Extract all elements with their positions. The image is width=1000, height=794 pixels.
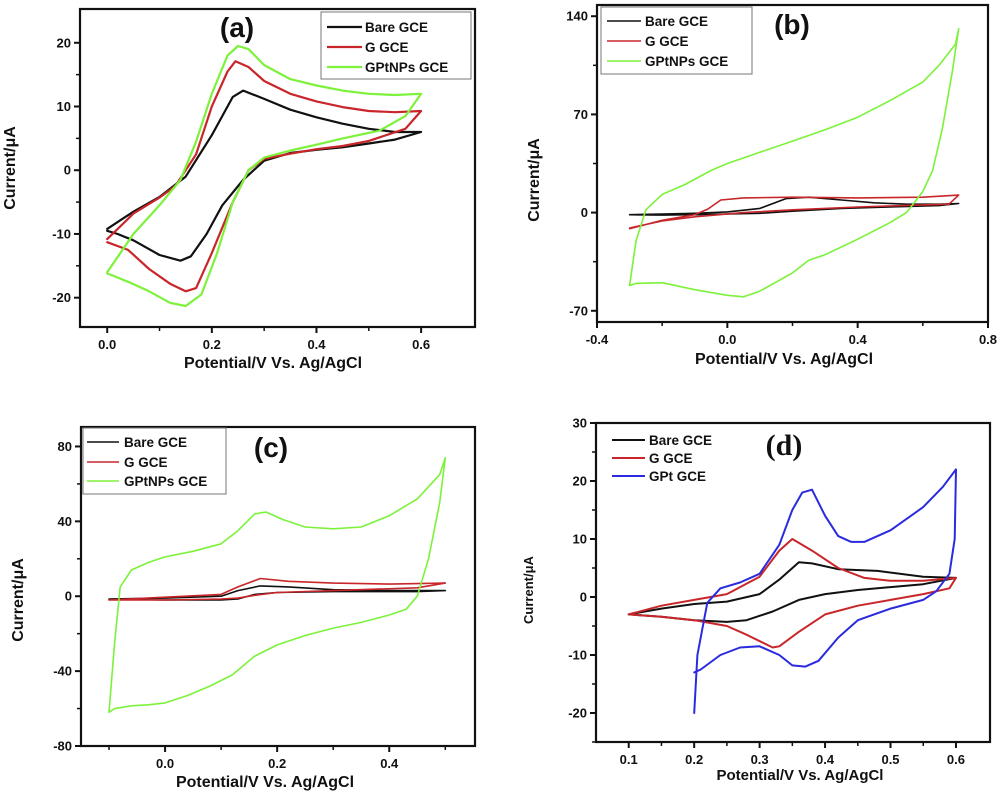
panel-b-legend-label-gptnps: GPtNPs GCE (645, 54, 728, 69)
panel-b-legend-label-g: G GCE (645, 34, 689, 49)
panel-b: -0.4 0.0 0.4 0.8 140 70 0 -70 (b) Bare GCE G GC… (526, 3, 997, 368)
panel-d-x-tick-label: 0.1 (620, 752, 638, 767)
panel-c-y-axis-title: Current/μA (10, 558, 27, 642)
panel-a-y-tick-label: 20 (57, 35, 71, 50)
panel-a-curves (106, 44, 423, 308)
panel-c: 0.0 0.2 0.4 80 40 0 -40 -80 (c) Bare GCE G GCE … (10, 425, 477, 791)
panel-d: 0.1 0.2 0.3 0.4 0.5 0.6 30 20 10 0 -10 -20 (d) Bare… (521, 416, 992, 784)
panel-a-legend-label-bare: Bare GCE (365, 20, 428, 35)
panel-a-y-tick-label: 10 (57, 99, 71, 114)
panel-c-x-tick-label: 0.4 (380, 756, 399, 771)
panel-d-ticks: 0.1 0.2 0.3 0.4 0.5 0.6 30 20 10 0 -10 -20 (568, 416, 965, 768)
panel-d-y-tick-label: 0 (580, 590, 587, 605)
panel-b-ticks: -0.4 0.0 0.4 0.8 140 70 0 -70 (566, 9, 997, 347)
panel-a-series-g-gce (106, 60, 423, 293)
panel-b-x-axis-title: Potential/V Vs. Ag/AgCl (695, 351, 873, 368)
panel-a-legend-label-g: G GCE (365, 40, 409, 55)
panel-b-y-tick-label: 70 (574, 107, 588, 122)
panel-d-curves (627, 468, 957, 714)
panel-d-y-tick-label: 10 (573, 532, 587, 547)
panel-d-y-tick-label: 20 (573, 474, 587, 489)
panel-c-y-tick-label: 80 (58, 439, 72, 454)
panel-a-y-axis-title: Current/μA (2, 126, 19, 210)
panel-a-y-tick-label: -20 (52, 290, 71, 305)
panel-d-plot-frame (594, 421, 992, 744)
panel-c-y-tick-label: 40 (58, 514, 72, 529)
panel-c-tag: (c) (254, 432, 288, 463)
panel-a: 0.0 0.2 0.4 0.6 20 10 0 -10 -20 (a) Bare GCE G G… (2, 7, 477, 372)
panel-a-legend-label-gptnps: GPtNPs GCE (365, 60, 448, 75)
panel-d-legend: Bare GCE G GCE GPt GCE (612, 433, 712, 484)
panel-c-legend-label-gptnps: GPtNPs GCE (124, 474, 207, 489)
panel-d-x-tick-label: 0.4 (816, 752, 835, 767)
panel-d-y-tick-label: -10 (568, 648, 587, 663)
panel-d-y-tick-label: -20 (568, 706, 587, 721)
panel-a-series-bare-gce (106, 89, 423, 262)
panel-b-x-tick-label: -0.4 (586, 332, 609, 347)
panel-b-y-axis-title: Current/μA (526, 138, 543, 222)
panel-c-series-gptnps-gce (108, 456, 447, 714)
panel-b-series-g-gce (628, 194, 960, 230)
panel-c-x-axis-title: Potential/V Vs. Ag/AgCl (176, 774, 354, 791)
panel-c-y-tick-label: -80 (53, 739, 72, 754)
panel-b-tag: (b) (774, 9, 810, 40)
panel-d-y-tick-label: 30 (573, 416, 587, 431)
panel-c-y-tick-label: 0 (65, 589, 72, 604)
panel-a-x-axis-title: Potential/V Vs. Ag/AgCl (184, 355, 362, 372)
panel-d-x-tick-label: 0.6 (947, 752, 965, 767)
panel-a-y-tick-label: 0 (64, 163, 71, 178)
panel-b-y-tick-label: -70 (569, 303, 588, 318)
panel-d-tag: (d) (766, 429, 803, 462)
panel-d-x-axis-title: Potential/V Vs. Ag/AgCl (717, 767, 884, 784)
panel-d-series-g-gce (627, 538, 957, 649)
panel-a-x-tick-label: 0.2 (203, 337, 221, 352)
panel-a-x-tick-label: 0.0 (98, 337, 116, 352)
panel-c-x-tick-label: 0.0 (156, 756, 174, 771)
panel-b-curves (628, 28, 960, 298)
panel-a-x-tick-label: 0.4 (307, 337, 326, 352)
panel-a-ticks: 0.0 0.2 0.4 0.6 20 10 0 -10 -20 (52, 35, 430, 352)
panel-d-series-gpt-gce (693, 468, 957, 714)
panel-d-x-tick-label: 0.3 (751, 752, 769, 767)
panel-a-plot-frame (78, 7, 477, 329)
panel-c-curves (108, 456, 447, 714)
panel-b-series-gptnps-gce (628, 28, 960, 298)
panel-c-legend-label-g: G GCE (124, 455, 168, 470)
panel-d-x-tick-label: 0.2 (685, 752, 703, 767)
panel-b-plot-frame (595, 3, 990, 324)
panel-d-x-tick-label: 0.5 (881, 752, 899, 767)
panel-c-x-tick-label: 0.2 (268, 756, 286, 771)
panel-d-legend-label-bare: Bare GCE (649, 433, 712, 448)
panel-b-x-tick-label: 0.4 (849, 332, 868, 347)
panel-d-y-axis-title: Current/μA (521, 555, 536, 624)
panel-c-legend-box (82, 427, 227, 495)
panel-a-y-tick-label: -10 (52, 226, 71, 241)
panel-a-tag: (a) (220, 12, 254, 43)
panel-c-plot-frame (79, 425, 477, 748)
panel-c-legend: Bare GCE G GCE GPtNPs GCE (82, 427, 227, 495)
panel-a-legend: Bare GCE G GCE GPtNPs GCE (320, 11, 472, 80)
panel-d-legend-label-g: G GCE (649, 451, 693, 466)
panel-c-series-g-gce (108, 577, 447, 601)
panel-d-legend-label-gpt: GPt GCE (649, 469, 706, 484)
panel-b-legend-label-bare: Bare GCE (645, 14, 708, 29)
panel-a-series-gptnps-gce (106, 44, 423, 308)
panel-b-x-tick-label: 0.8 (979, 332, 997, 347)
panel-b-y-tick-label: 140 (566, 9, 588, 24)
panel-c-series-bare-gce (108, 585, 447, 601)
panel-d-series-bare-gce (627, 561, 957, 623)
panel-c-legend-label-bare: Bare GCE (124, 435, 187, 450)
panel-b-series-bare-gce (628, 196, 960, 216)
panel-b-y-tick-label: 0 (581, 205, 588, 220)
panel-b-x-tick-label: 0.0 (718, 332, 736, 347)
panel-c-y-tick-label: -40 (53, 664, 72, 679)
panel-b-legend: Bare GCE G GCE GPtNPs GCE (600, 6, 753, 75)
panel-a-x-tick-label: 0.6 (412, 337, 430, 352)
